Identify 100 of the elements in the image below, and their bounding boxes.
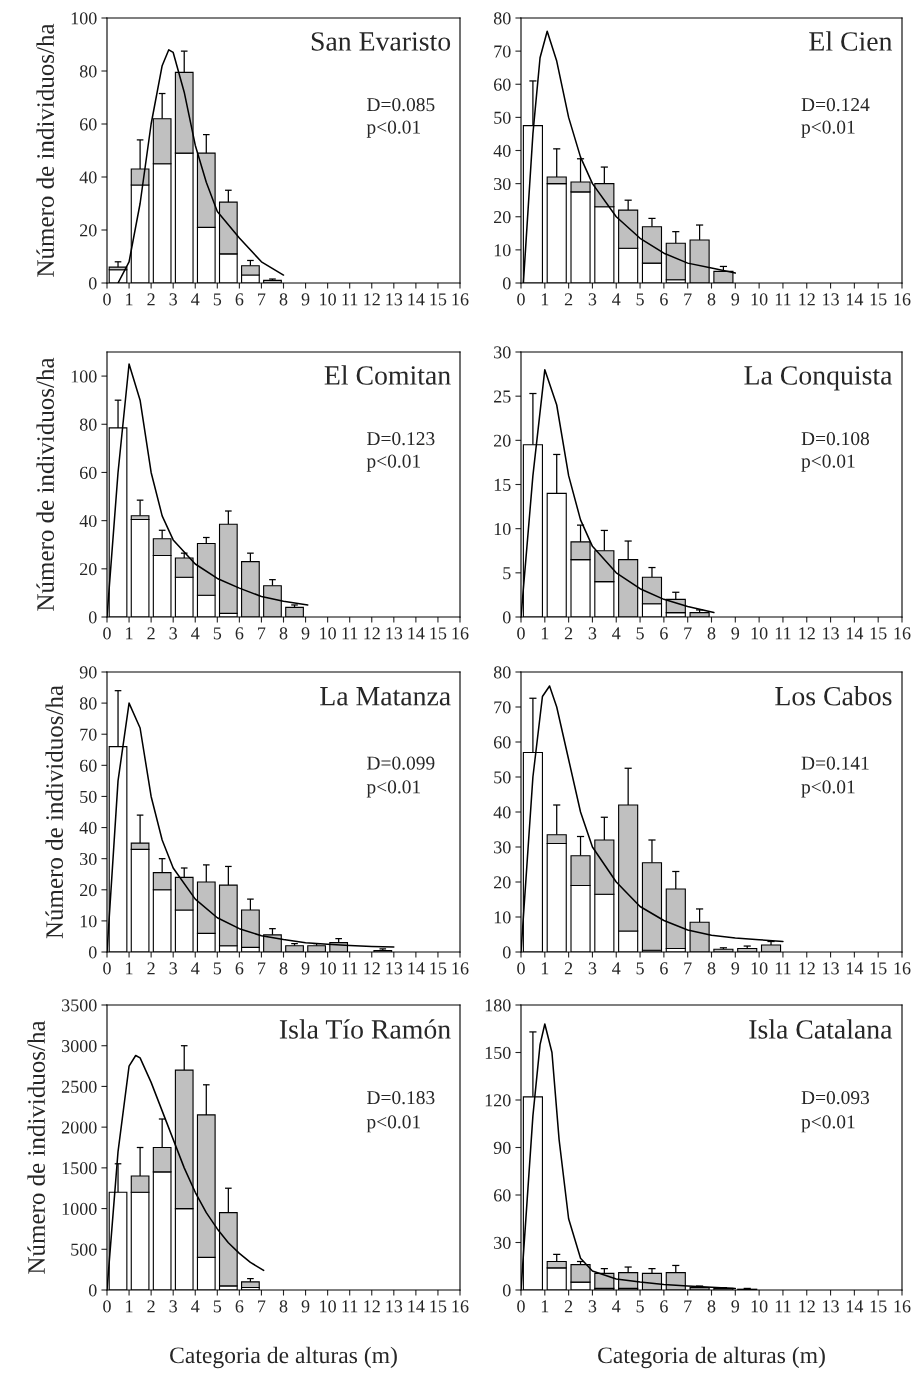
x-tick-label: 15: [870, 962, 887, 975]
x-tick-label: 5: [636, 962, 644, 975]
y-tick-label: 0: [502, 277, 511, 290]
x-tick-label: 0: [103, 627, 111, 640]
y-tick-label: 180: [485, 999, 511, 1012]
x-tick-label: 5: [213, 293, 222, 306]
y-axis-title: Número de individuos/ha: [36, 357, 55, 611]
y-tick-label: 70: [494, 45, 511, 58]
y-tick-label: 0: [88, 611, 97, 624]
y-tick-label: 20: [494, 211, 511, 224]
x-tick-label: 9: [301, 962, 310, 975]
y-tick-label: 2000: [61, 1121, 97, 1134]
y-tick-label: 0: [502, 611, 511, 624]
annotation: D=0.108: [801, 432, 870, 446]
y-tick-label: 20: [80, 224, 97, 237]
chart-title: Isla Catalana: [749, 1019, 893, 1039]
x-tick-label: 0: [103, 1300, 111, 1313]
x-tick-label: 16: [894, 627, 911, 640]
x-tick-label: 6: [235, 627, 244, 640]
x-tick-label: 11: [342, 962, 358, 975]
x-tick-label: 10: [751, 293, 768, 306]
x-tick-label: 14: [408, 627, 425, 640]
x-tick-label: 7: [258, 627, 266, 640]
annotation: p<0.01: [366, 780, 420, 798]
y-tick-label: 25: [494, 390, 511, 403]
annotation: D=0.085: [367, 98, 435, 112]
annotation: p<0.01: [366, 1115, 420, 1133]
x-tick-label: 1: [126, 1300, 133, 1313]
x-tick-label: 3: [588, 1300, 597, 1313]
x-tick-label: 10: [320, 293, 336, 306]
y-tick-label: 0: [88, 1284, 97, 1297]
y-tick-label: 90: [493, 1141, 511, 1154]
y-tick-label: 60: [80, 466, 97, 479]
x-tick-label: 3: [169, 293, 177, 306]
x-tick-label: 4: [612, 293, 621, 306]
x-tick-label: 8: [279, 962, 288, 975]
y-axis-title: Número de individuos/ha: [45, 685, 64, 939]
x-tick-label: 9: [301, 1300, 310, 1313]
x-tick-label: 13: [386, 627, 403, 640]
x-tick-label: 16: [452, 962, 469, 975]
y-tick-label: 0: [502, 1284, 511, 1297]
x-tick-label: 15: [430, 627, 447, 640]
x-tick-label: 13: [823, 962, 839, 975]
y-tick-label: 80: [493, 12, 511, 25]
x-tick-label: 13: [823, 627, 839, 640]
x-tick-label: 10: [751, 1300, 768, 1313]
x-tick-label: 11: [775, 962, 791, 975]
y-tick-label: 0: [88, 946, 97, 959]
x-tick-label: 15: [870, 1300, 887, 1313]
x-tick-label: 6: [235, 293, 244, 306]
x-tick-label: 14: [408, 1300, 425, 1313]
y-tick-label: 20: [494, 434, 511, 447]
x-tick-label: 14: [408, 293, 425, 306]
x-tick-label: 10: [320, 1300, 336, 1313]
y-tick-label: 40: [79, 514, 97, 528]
x-tick-label: 8: [707, 293, 716, 306]
y-tick-label: 60: [494, 78, 511, 91]
annotation: D=0.099: [367, 756, 435, 770]
x-tick-label: 5: [636, 293, 644, 306]
x-tick-label: 12: [364, 1300, 380, 1313]
y-tick-label: 90: [79, 666, 97, 679]
x-tick-label: 14: [846, 1300, 864, 1313]
annotation: D=0.141: [801, 756, 869, 770]
annotation: p<0.01: [366, 120, 420, 138]
x-tick-label: 3: [588, 627, 597, 640]
y-tick-label: 2500: [61, 1080, 97, 1093]
x-tick-label: 0: [103, 293, 111, 306]
x-tick-label: 1: [541, 962, 549, 975]
x-tick-label: 11: [775, 627, 791, 640]
y-tick-label: 80: [493, 666, 511, 679]
y-tick-label: 80: [79, 418, 97, 431]
y-tick-label: 40: [493, 144, 511, 157]
x-tick-label: 13: [386, 293, 403, 306]
x-tick-label: 6: [660, 962, 668, 975]
y-tick-label: 70: [80, 728, 97, 741]
y-tick-label: 120: [485, 1094, 511, 1107]
x-tick-label: 8: [279, 1300, 288, 1313]
x-axis-title: Categoria de alturas (m): [170, 1346, 397, 1369]
x-tick-label: 0: [517, 627, 525, 640]
x-tick-label: 6: [660, 293, 668, 306]
chart-title: La Matanza: [320, 687, 451, 706]
x-tick-label: 6: [235, 1300, 244, 1313]
y-tick-label: 30: [494, 177, 511, 191]
y-tick-label: 60: [80, 118, 97, 131]
x-tick-label: 11: [342, 627, 358, 640]
x-tick-label: 12: [799, 293, 815, 306]
x-tick-label: 4: [612, 1300, 621, 1313]
y-tick-label: 60: [494, 736, 511, 749]
x-tick-label: 9: [731, 293, 740, 306]
annotation: p<0.01: [801, 454, 855, 472]
x-tick-label: 4: [612, 627, 621, 640]
y-tick-label: 40: [493, 806, 511, 819]
y-tick-label: 70: [494, 701, 511, 714]
x-tick-label: 2: [147, 962, 155, 975]
chart-title: La Conquista: [744, 366, 893, 391]
x-tick-label: 1: [126, 962, 133, 975]
x-tick-label: 9: [301, 627, 310, 640]
x-tick-label: 11: [342, 1300, 358, 1313]
x-tick-label: 7: [684, 1300, 692, 1313]
annotation: D=0.123: [367, 432, 435, 446]
